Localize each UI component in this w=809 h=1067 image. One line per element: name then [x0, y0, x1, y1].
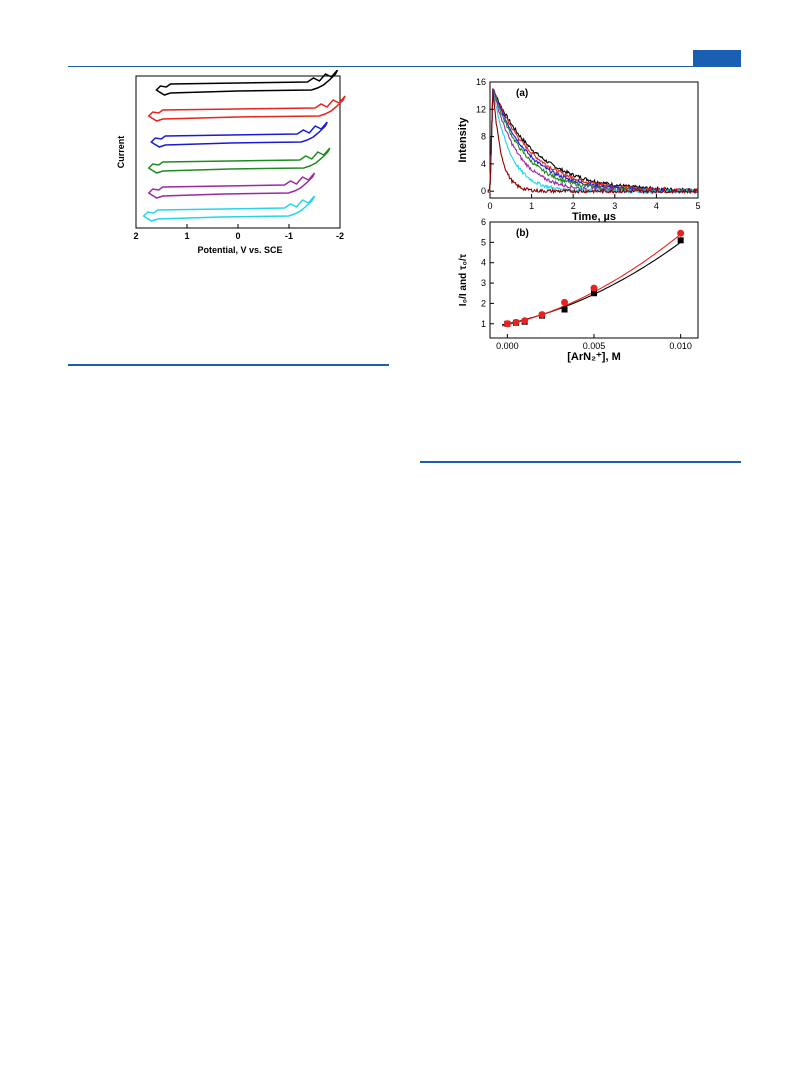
cv-x-tick-label: 0: [235, 231, 240, 241]
cv-trace-1: [155, 70, 339, 96]
sv-points: [503, 229, 685, 328]
cv-trace-5: [147, 172, 316, 199]
sv-y-tick-label: 2: [481, 298, 486, 308]
sv-y-tick-label: 3: [481, 278, 486, 288]
decay-x-axis-label: Time, µs: [572, 211, 616, 223]
decay-y-tick-label: 16: [476, 77, 486, 87]
decay-x-tick-label: 1: [529, 201, 534, 211]
decay-x-tick-label: 2: [571, 201, 576, 211]
sv-point-square: [591, 290, 597, 297]
decay-plot-frame: [489, 81, 699, 199]
sv-point-circle: [512, 318, 520, 326]
sv-x-tick-label: 0.010: [669, 341, 692, 351]
left-section-rule: [68, 364, 389, 366]
decay-y-axis-label: Intensity: [457, 117, 469, 163]
cv-y-axis-label: Current: [116, 136, 126, 169]
sv-axes: 0.000 0.005 0.010 1 2 3 4 5 6: [481, 217, 692, 351]
sv-point-circle: [561, 298, 569, 306]
cv-trace-2: [147, 95, 346, 122]
decay-trace-5: [487, 88, 699, 195]
decay-trace-7: [487, 89, 699, 195]
cv-x-tick-label: 1: [184, 231, 189, 241]
decay-y-tick-label: 12: [476, 104, 486, 114]
header-rule: [68, 66, 741, 67]
decay-trace-3: [487, 87, 698, 194]
sv-point-circle: [503, 320, 511, 328]
sv-point-circle: [590, 284, 598, 292]
sv-x-axis-label: [ArN₂⁺], M: [567, 351, 620, 363]
sv-fit-line-2: [501, 232, 683, 327]
cv-x-tick-label: 2: [133, 231, 138, 241]
sv-x-tick-label: 0.000: [496, 341, 519, 351]
cv-x-axis-label: Potential, V vs. SCE: [197, 245, 282, 255]
decay-panel-label: (a): [516, 88, 528, 99]
sv-x-tick-label: 0.005: [583, 341, 606, 351]
sv-point-circle: [677, 229, 685, 237]
sv-point-circle: [521, 317, 529, 325]
sv-point-circle: [538, 311, 546, 319]
sv-figure: 0.000 0.005 0.010 1 2 3 4 5 6 (b) [ArN₂⁺], M I₀/…: [458, 217, 699, 363]
sv-fit-lines: [501, 232, 683, 327]
cv-figure: 2 1 0 -1 -2 Potential, V vs. SCE Current: [116, 70, 346, 255]
decay-x-tick-label: 5: [695, 201, 700, 211]
sv-panel-label: (b): [516, 228, 529, 239]
decay-trace-1: [487, 88, 699, 195]
decay-trace-2: [487, 89, 699, 193]
decay-trace-6: [487, 89, 699, 195]
cv-trace-3: [150, 121, 328, 148]
page-header-tab: [693, 50, 741, 66]
decay-y-tick-label: 4: [481, 159, 486, 169]
sv-y-tick-label: 4: [481, 258, 486, 268]
cv-trace-6: [142, 195, 316, 222]
cv-x-tick-label: -1: [285, 231, 293, 241]
sv-y-axis-label: I₀/I and τ₀/τ: [458, 253, 469, 306]
cv-x-tick-label: -2: [336, 231, 344, 241]
cv-x-ticks: 2 1 0 -1 -2: [133, 224, 344, 241]
sv-y-tick-label: 1: [481, 319, 486, 329]
decay-x-tick-label: 0: [487, 201, 492, 211]
decay-trace-4: [487, 89, 698, 194]
decay-y-tick-label: 0: [481, 186, 486, 196]
sv-point-square: [561, 306, 568, 313]
decay-x-tick-label: 4: [654, 201, 659, 211]
sv-y-tick-label: 5: [481, 237, 486, 247]
decay-y-tick-label: 8: [481, 132, 486, 142]
cv-trace-4: [147, 147, 331, 174]
decay-traces: [487, 87, 699, 195]
right-section-rule: [420, 461, 741, 463]
sv-y-tick-label: 6: [481, 217, 486, 227]
cv-traces: [142, 70, 346, 222]
decay-x-tick-label: 3: [612, 201, 617, 211]
sv-point-square: [677, 237, 684, 244]
cv-plot-frame: [135, 75, 341, 229]
